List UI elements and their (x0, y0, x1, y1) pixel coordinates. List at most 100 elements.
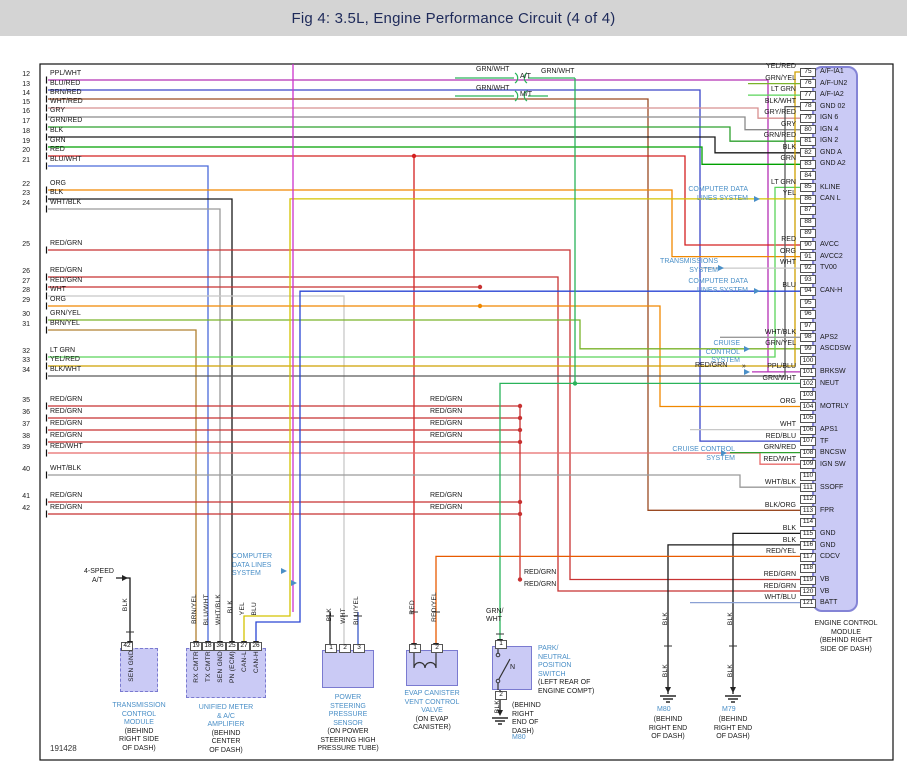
component-location-ground-m80-line: RIGHT END (648, 724, 688, 732)
ecm-signal-label: TV00 (820, 264, 837, 272)
component-name-power-steering-pressure-sensor-line: POWER (334, 694, 362, 701)
ecm-wire-label: GRN/RED (763, 132, 796, 140)
figure-title-bar: Fig 4: 3.5L, Engine Performance Circuit … (0, 0, 907, 36)
ecm-pin-box: 114 (800, 517, 816, 527)
ground-id-label: M79 (722, 706, 736, 713)
wire (48, 189, 806, 258)
ecm-signal-label: TF (820, 437, 829, 445)
ecm-pin-box: 93 (800, 275, 816, 285)
component-wire-color-label: BLK (326, 608, 333, 622)
left-pin-wire-label: BLK (50, 189, 64, 196)
component-location-park-neutral-position-switch-line: (LEFT REAR OF (538, 679, 591, 686)
system-ref-arrow (754, 288, 760, 294)
component-wire-color-label: BLK (662, 612, 669, 626)
system-ref-label: COMPUTER DATA LINES SYSTEM (640, 278, 748, 295)
ecm-pin-box: 77 (800, 90, 816, 100)
ecm-pin-box: 118 (800, 564, 816, 574)
transmission-type-note: A/T (92, 577, 103, 584)
ecm-pin-box: 79 (800, 113, 816, 123)
floating-wire-label: RED/GRN (430, 504, 463, 511)
left-pin-number: 29 (22, 297, 30, 304)
ecm-wire-label: RED (781, 236, 796, 244)
component-wire-color-label: BLK (662, 664, 669, 678)
ecm-pin-box: 85 (800, 183, 816, 192)
component-name-park-neutral-position-switch: PARK/NEUTRAL POSITION SWITCH (538, 645, 608, 679)
ecm-pin-box: 91 (800, 252, 816, 262)
left-pin-wire-label: RED/GRN (50, 277, 83, 284)
component-pin-box: 1 (409, 644, 421, 653)
figure-title: Fig 4: 3.5L, Engine Performance Circuit … (291, 9, 616, 27)
left-pin-wire-label: GRN (50, 137, 66, 144)
wire (243, 198, 806, 648)
ecm-wire-label: GRN/YEL (765, 340, 796, 348)
ecm-pin-box: 87 (800, 206, 816, 216)
ecm-wire-label: LT GRN (770, 178, 796, 186)
left-pin-wire-label: BRN/RED (50, 89, 82, 96)
floating-wire-label: RED/GRN (524, 569, 557, 576)
left-pin-wire-label: GRN/RED (50, 117, 83, 124)
system-ref-label-line: CRUISE CONTROL (672, 446, 735, 453)
component-name-transmission-control-module: TRANSMISSION CONTROL MODULE (99, 702, 179, 728)
ecm-wire-label: YEL (782, 190, 796, 198)
component-location-evap-canister-vent-control-valve: (ON EVAP CANISTER) (386, 716, 478, 733)
floating-wire-label: GRN/ (486, 608, 504, 615)
component-wire-color-label: BLK (494, 700, 501, 714)
component-location-ground-m79-line: (BEHIND (718, 716, 748, 723)
left-pin-wire-label: GRN/YEL (50, 310, 81, 317)
ecm-pin-box: 75 (800, 67, 816, 77)
ecm-caption-line: MODULE (831, 628, 861, 636)
junction-dot (477, 284, 483, 290)
ecm-pin-box: 92 (800, 263, 816, 273)
junction-dot (517, 415, 523, 421)
component-name-transmission-control-module-line: CONTROL (121, 710, 157, 718)
system-ref-label-line: DATA LINES (232, 561, 272, 569)
system-ref-arrow (744, 369, 750, 375)
wire (435, 555, 806, 650)
component-pin-box: 18 (202, 642, 214, 651)
left-pin-wire-label: BLK (50, 127, 64, 134)
system-ref-label-line: CRUISE (713, 340, 740, 347)
ecm-signal-label: A/F-UN2 (820, 79, 848, 87)
ground-id-label: M80 (512, 734, 526, 741)
left-pin-number: 36 (22, 409, 30, 416)
left-pin-wire-label: RED (50, 146, 65, 153)
floating-wire-label: M/T (520, 91, 533, 98)
left-pin-wire-label: BLU/WHT (50, 156, 82, 163)
junction-dot (517, 511, 523, 517)
system-ref-label-line: SYSTEM (232, 570, 261, 577)
component-pin-box: 3 (353, 644, 365, 653)
left-pin-number: 25 (22, 241, 30, 248)
system-ref-label: TRANSMISSIONS SYSTEM (618, 258, 718, 275)
ecm-pin-box: 115 (800, 529, 816, 539)
left-pin-number: 35 (22, 397, 30, 404)
ecm-signal-label: APS2 (820, 333, 838, 341)
system-ref-label: CRUISE CONTROL SYSTEM (660, 340, 740, 366)
left-pin-number: 32 (22, 348, 30, 355)
wire (48, 98, 806, 511)
component-name-power-steering-pressure-sensor-line: STEERING (330, 702, 366, 710)
system-ref-label: COMPUTER DATA LINES SYSTEM (640, 186, 748, 203)
left-pin-number: 23 (22, 190, 30, 197)
wire (499, 382, 806, 646)
ecm-pin-box: 120 (800, 587, 816, 597)
left-pin-wire-label: WHT/BLK (50, 465, 82, 472)
component-internal-label: SEN GND (128, 650, 135, 682)
left-pin-number: 12 (22, 71, 30, 78)
left-pin-number: 42 (22, 505, 30, 512)
system-ref-label-line: TRANSMISSIONS (660, 258, 718, 265)
junction-dot (517, 577, 523, 582)
component-pin-box: 2 (339, 644, 351, 653)
component-location-park-neutral-position-switch-line: ENGINE COMPT) (538, 687, 595, 695)
junction-dot (517, 439, 523, 445)
component-pin-box: 1 (495, 640, 507, 649)
component-pin-box: 42 (121, 642, 133, 651)
system-ref-label-line: COMPUTER DATA (688, 278, 748, 285)
component-location-transmission-control-module: (BEHIND RIGHT SIDE OF DASH) (99, 728, 179, 754)
ecm-signal-label: VB (820, 587, 830, 595)
note-arrow (122, 575, 128, 581)
ecm-pin-box: 102 (800, 379, 816, 389)
ecm-signal-label: GND (820, 541, 836, 549)
ecm-wire-label: GRY (780, 120, 796, 128)
component-internal-label: TX CMTR (205, 651, 212, 682)
